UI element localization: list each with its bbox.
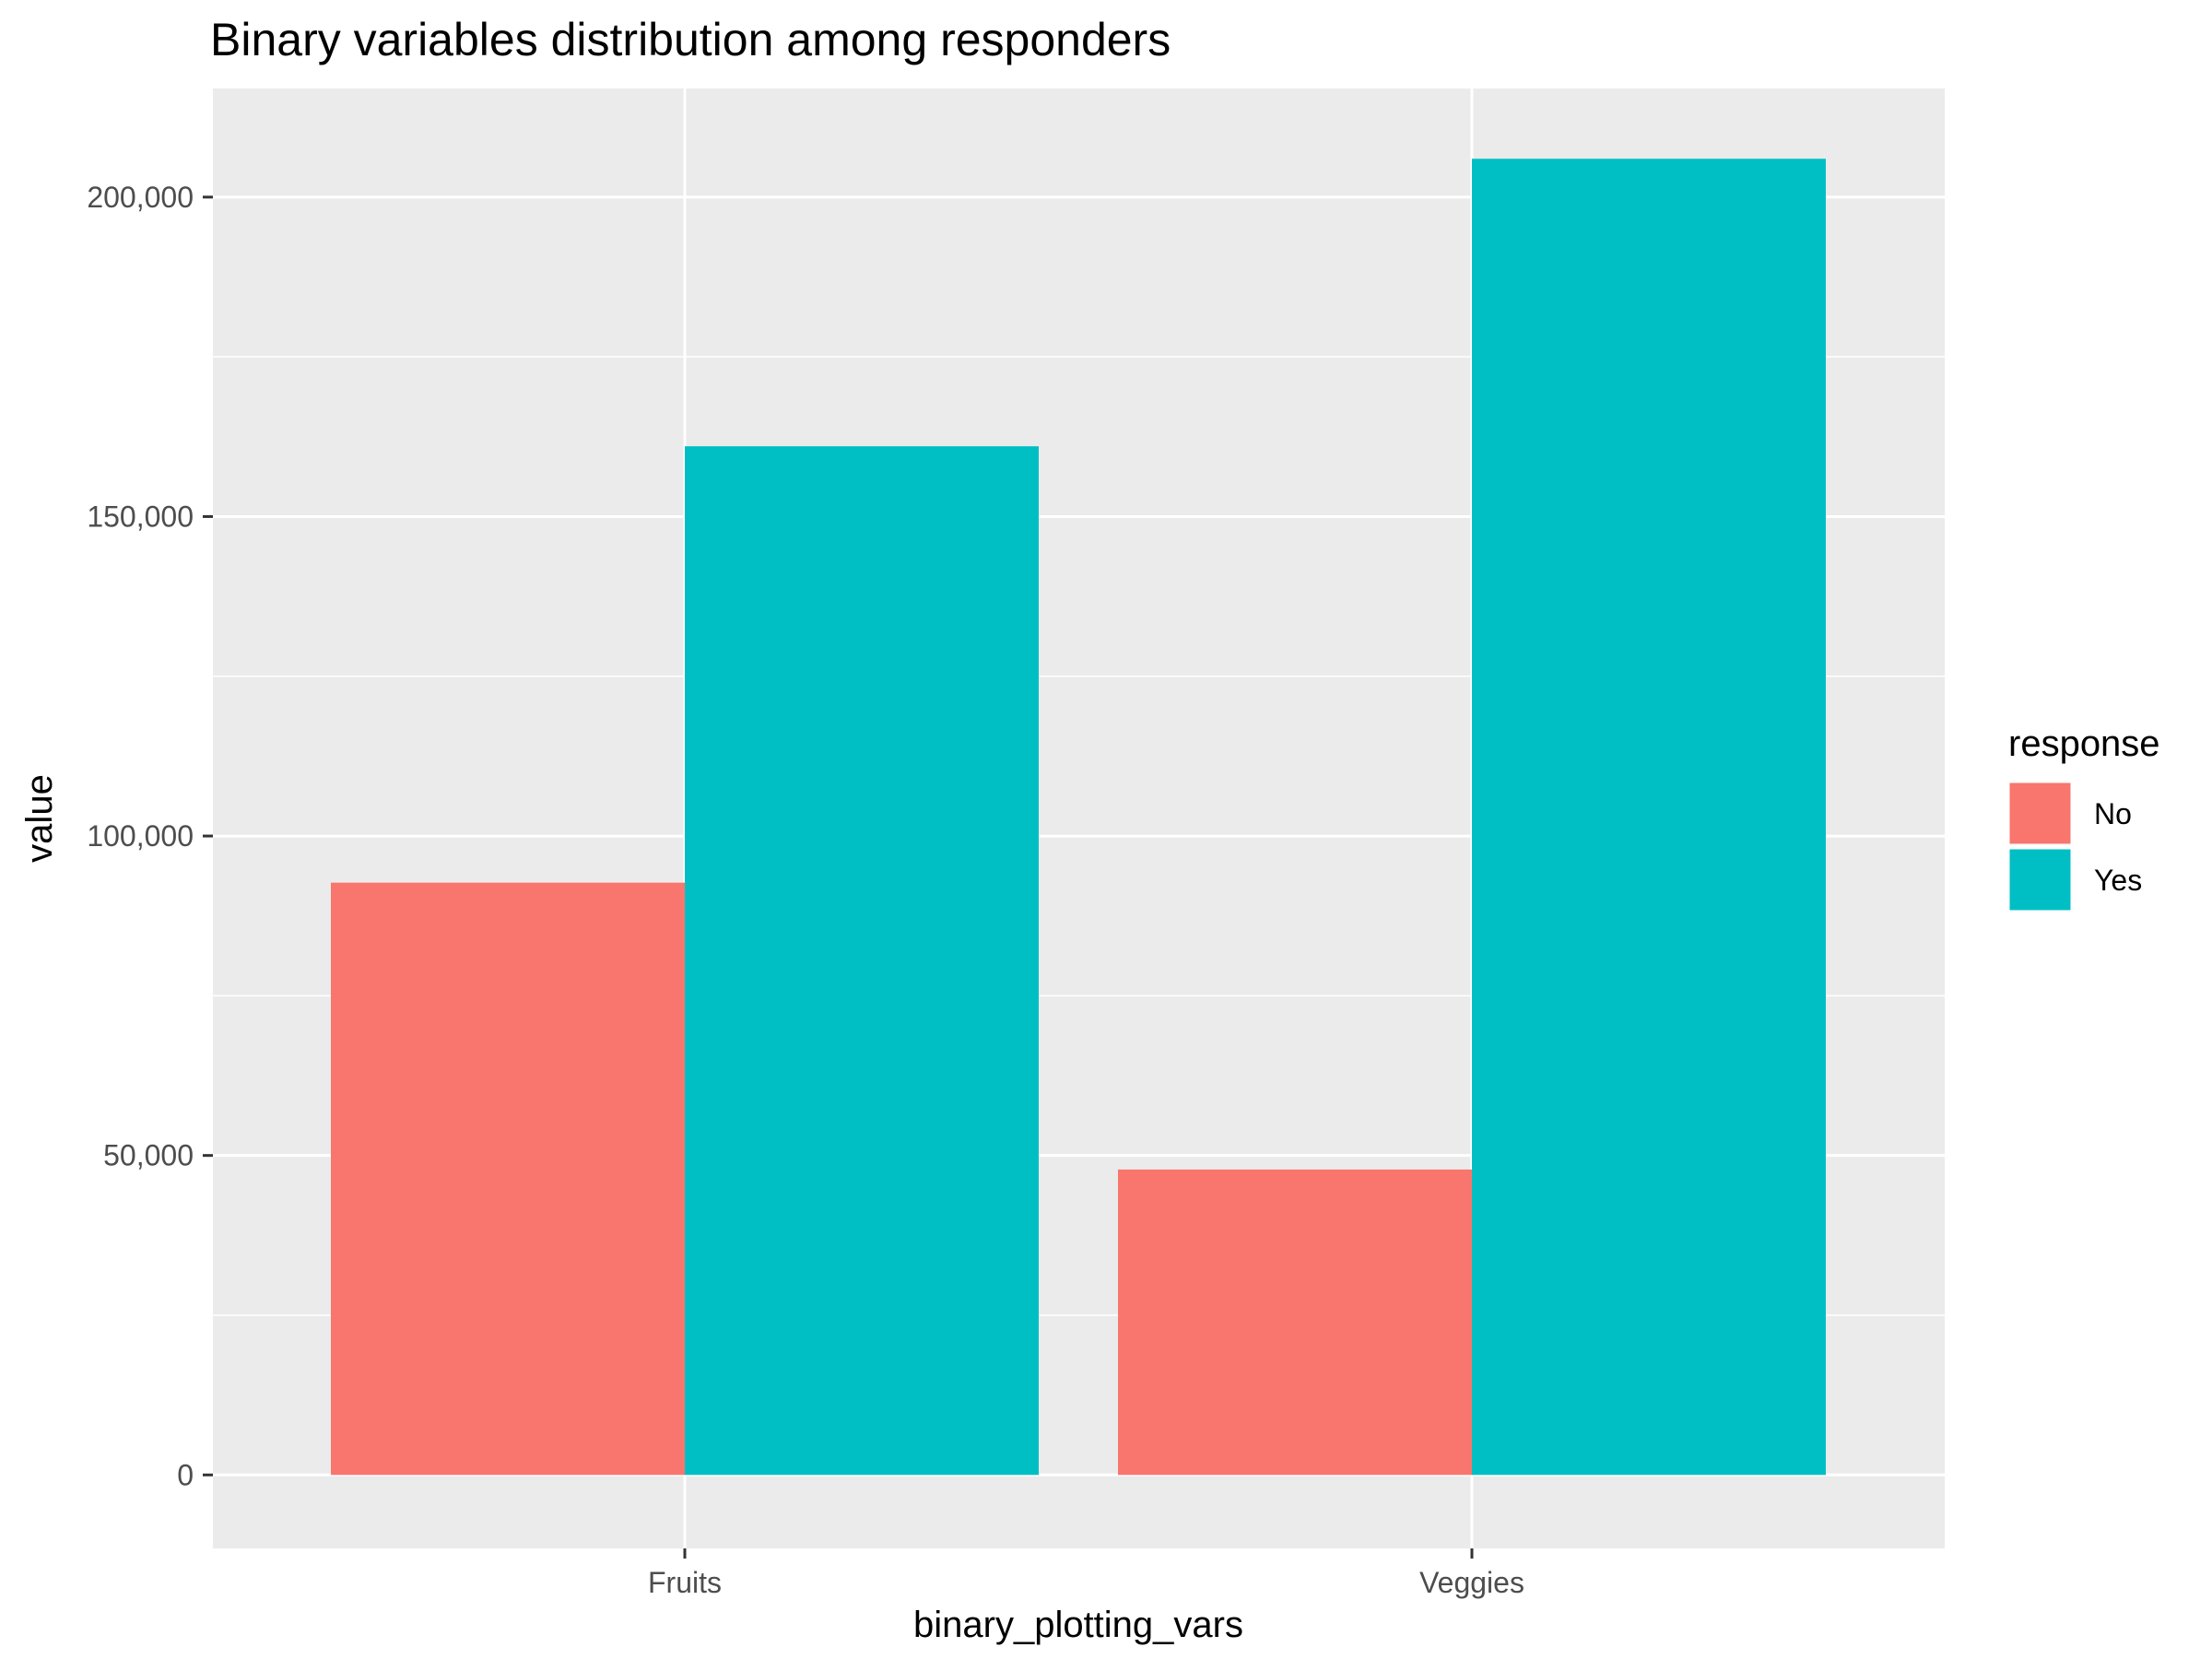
x-tick-label: Fruits (648, 1566, 722, 1599)
y-tick-label: 150,000 (87, 500, 194, 533)
bars (331, 159, 1826, 1476)
legend-label-yes: Yes (2094, 864, 2142, 897)
y-tick-label: 50,000 (103, 1139, 194, 1172)
y-axis-title: value (19, 774, 60, 863)
x-tick-label: Veggies (1419, 1566, 1524, 1599)
legend-label-no: No (2094, 797, 2132, 830)
bar-fruits-no (331, 882, 685, 1476)
bar-veggies-yes (1472, 159, 1826, 1476)
legend-swatch-yes (2006, 846, 2074, 913)
legend-swatch-no (2006, 780, 2074, 847)
x-axis-title: binary_plotting_vars (913, 1605, 1243, 1645)
y-tick-label: 0 (177, 1458, 194, 1491)
x-axis: Fruits Veggies (648, 1548, 1524, 1599)
bar-veggies-no (1118, 1169, 1472, 1476)
y-tick-label: 200,000 (87, 181, 194, 214)
bar-fruits-yes (685, 446, 1039, 1476)
y-axis: 0 50,000 100,000 150,000 200,000 (87, 181, 213, 1491)
legend: response No Yes (2006, 724, 2160, 913)
y-tick-label: 100,000 (87, 819, 194, 853)
chart-title: Binary variables distribution among resp… (210, 14, 1171, 65)
legend-title: response (2008, 724, 2160, 764)
